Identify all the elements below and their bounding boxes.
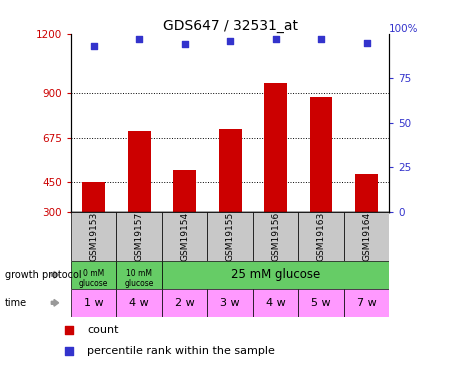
Text: glucose: glucose — [125, 279, 154, 288]
Point — [317, 36, 325, 42]
Bar — [298, 212, 344, 261]
Bar — [116, 212, 162, 261]
Bar — [253, 212, 298, 261]
Bar — [71, 261, 116, 289]
Point — [65, 327, 73, 333]
Point — [226, 38, 234, 44]
Bar — [264, 83, 287, 271]
Text: time: time — [5, 298, 27, 308]
Text: percentile rank within the sample: percentile rank within the sample — [87, 346, 275, 355]
Text: growth protocol: growth protocol — [5, 270, 81, 280]
Text: 25 mM glucose: 25 mM glucose — [231, 268, 320, 281]
Bar — [162, 261, 389, 289]
Bar — [128, 131, 151, 271]
Point — [181, 42, 188, 48]
Bar — [207, 212, 253, 261]
Text: 0 mM: 0 mM — [83, 269, 104, 278]
Text: GSM19164: GSM19164 — [362, 211, 371, 261]
Text: glucose: glucose — [79, 279, 109, 288]
Bar — [71, 212, 116, 261]
Bar — [253, 289, 298, 317]
Title: GDS647 / 32531_at: GDS647 / 32531_at — [163, 19, 298, 33]
Point — [136, 36, 143, 42]
Text: 4 w: 4 w — [266, 298, 285, 308]
Text: 7 w: 7 w — [357, 298, 376, 308]
Bar — [71, 289, 116, 317]
Bar — [116, 289, 162, 317]
Text: 10 mM: 10 mM — [126, 269, 152, 278]
Text: 5 w: 5 w — [311, 298, 331, 308]
Bar — [162, 289, 207, 317]
Bar — [298, 289, 344, 317]
Bar — [162, 212, 207, 261]
Bar — [82, 182, 105, 271]
Text: GSM19155: GSM19155 — [226, 211, 234, 261]
Point — [272, 36, 279, 42]
Text: GSM19157: GSM19157 — [135, 211, 144, 261]
Text: 1 w: 1 w — [84, 298, 104, 308]
Text: GSM19156: GSM19156 — [271, 211, 280, 261]
Text: GSM19153: GSM19153 — [89, 211, 98, 261]
Text: 2 w: 2 w — [175, 298, 195, 308]
Text: 4 w: 4 w — [129, 298, 149, 308]
Bar — [344, 289, 389, 317]
Text: 100%: 100% — [389, 24, 419, 34]
Bar — [116, 261, 162, 289]
Text: GSM19154: GSM19154 — [180, 211, 189, 261]
Bar — [173, 170, 196, 271]
Bar — [310, 97, 333, 271]
Point — [65, 348, 73, 354]
Text: 3 w: 3 w — [220, 298, 240, 308]
Text: GSM19163: GSM19163 — [316, 211, 326, 261]
Text: count: count — [87, 325, 119, 335]
Bar — [207, 289, 253, 317]
Point — [90, 43, 98, 49]
Point — [363, 40, 370, 46]
Bar — [355, 174, 378, 271]
Bar — [344, 212, 389, 261]
Bar — [219, 129, 241, 271]
